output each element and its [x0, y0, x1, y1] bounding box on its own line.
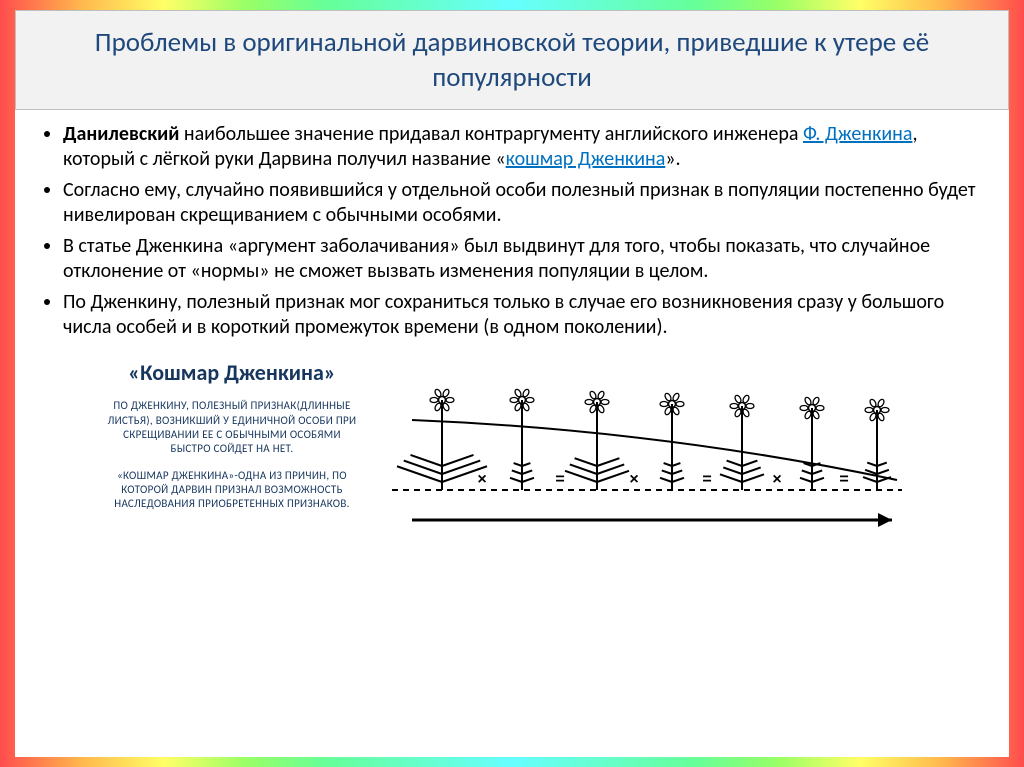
bullet-item: По Дженкину, полезный признак мог сохран…: [63, 290, 979, 340]
diagram-svg: × = × = × =: [372, 360, 922, 550]
figure-text: «Кошмар Дженкина» ПО ДЖЕНКИНУ, ПОЛЕЗНЫЙ …: [102, 360, 362, 523]
svg-text:=: =: [555, 471, 564, 488]
figure: «Кошмар Дженкина» ПО ДЖЕНКИНУ, ПОЛЕЗНЫЙ …: [92, 352, 932, 563]
bold-name: Данилевский: [63, 122, 179, 146]
link-jenkin[interactable]: Ф. Дженкина: [803, 122, 912, 146]
link-nightmare[interactable]: кошмар Дженкина: [506, 147, 666, 171]
slide-content: Проблемы в оригинальной дарвиновской тео…: [15, 10, 1009, 757]
svg-text:×: ×: [772, 471, 781, 488]
svg-text:=: =: [839, 471, 848, 488]
bullet-item: В статье Дженкина «аргумент заболачивани…: [63, 234, 979, 284]
title-box: Проблемы в оригинальной дарвиновской тео…: [15, 10, 1009, 110]
slide-title: Проблемы в оригинальной дарвиновской тео…: [36, 25, 988, 95]
bullet-item: Данилевский наибольшее значение придавал…: [63, 122, 979, 172]
bullet-list: Данилевский наибольшее значение придавал…: [15, 122, 1009, 340]
bullet-item: Согласно ему, случайно появившийся у отд…: [63, 178, 979, 228]
svg-text:×: ×: [477, 471, 486, 488]
figure-caption: ПО ДЖЕНКИНУ, ПОЛЕЗНЫЙ ПРИЗНАК(ДЛИННЫЕ ЛИ…: [102, 399, 362, 456]
figure-title: «Кошмар Дженкина»: [102, 360, 362, 385]
figure-caption: «КОШМАР ДЖЕНКИНА»-ОДНА ИЗ ПРИЧИН, ПО КОТ…: [102, 469, 362, 512]
svg-text:×: ×: [629, 471, 638, 488]
figure-diagram: × = × = × =: [372, 360, 922, 555]
svg-text:=: =: [702, 471, 711, 488]
